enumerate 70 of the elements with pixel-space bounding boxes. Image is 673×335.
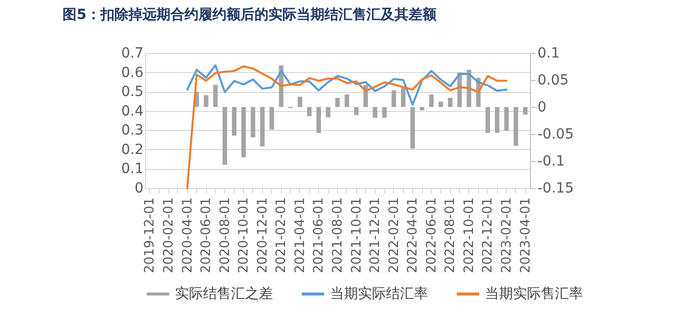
- bar: [504, 107, 509, 131]
- y-tick-label: 0.5: [121, 84, 144, 100]
- y-tick-label: 0.6: [121, 64, 144, 81]
- bar: [213, 84, 218, 107]
- bar: [514, 107, 518, 146]
- chart-title: 图5：扣除掉远期合约履约额后的实际当期结汇售汇及其差额: [62, 6, 438, 23]
- bar: [354, 107, 359, 116]
- bar: [250, 107, 256, 138]
- bar: [307, 107, 312, 116]
- x-tick-label: 2019-12-01: [142, 198, 158, 274]
- bar: [204, 95, 208, 107]
- x-tick-label: 2021-02-01: [274, 198, 290, 274]
- x-tick-label: 2021-06-01: [312, 198, 327, 274]
- bar: [382, 107, 387, 118]
- bar: [232, 107, 236, 136]
- x-tick-label: 2022-08-01: [443, 198, 458, 274]
- x-tick-label: 2023-04-01: [518, 198, 534, 274]
- x-tick-label: 2020-04-01: [180, 198, 196, 274]
- bar: [448, 98, 452, 107]
- bar: [372, 107, 378, 118]
- x-tick-label: 2020-10-01: [236, 198, 252, 274]
- x-tick-label: 2020-02-01: [161, 198, 176, 274]
- bar: [400, 88, 406, 107]
- x-tick-label: 2021-04-01: [292, 198, 308, 274]
- y2-tick-label: 0.05: [538, 72, 569, 88]
- bar: [270, 107, 274, 130]
- bar: [260, 107, 265, 146]
- bar: [222, 107, 228, 165]
- x-tick-label: 2020-06-01: [199, 198, 214, 274]
- y-tick-label: 0.7: [121, 46, 144, 62]
- x-tick-label: 2023-02-01: [500, 198, 515, 274]
- line-series: [186, 64, 508, 106]
- bar: [335, 98, 340, 107]
- bar: [241, 107, 246, 158]
- x-tick-label: 2020-12-01: [255, 198, 270, 274]
- y-tick-label: 0: [134, 180, 144, 196]
- y-tick-label: 0.2: [121, 142, 144, 158]
- x-tick-label: 2022-02-01: [386, 198, 402, 274]
- legend-label: 当期实际结汇率: [330, 286, 428, 302]
- x-tick-label: 2022-12-01: [480, 198, 496, 274]
- bar: [438, 102, 444, 107]
- x-tick-label: 2021-10-01: [349, 198, 364, 274]
- bar: [410, 107, 415, 149]
- bar: [298, 96, 302, 107]
- bar: [392, 90, 396, 107]
- bar: [326, 107, 330, 118]
- bar: [420, 107, 424, 110]
- bar: [485, 107, 490, 133]
- y2-tick-label: 0.1: [538, 46, 560, 62]
- bar: [344, 94, 350, 107]
- y2-tick-label: -0.05: [538, 126, 574, 142]
- y-tick-label: 0.1: [121, 161, 144, 178]
- x-tick-label: 2021-12-01: [368, 198, 384, 274]
- y-tick-label: 0.4: [121, 103, 144, 120]
- bar: [523, 107, 528, 115]
- bar: [494, 107, 500, 133]
- x-tick-label: 2022-04-01: [406, 198, 421, 274]
- x-tick-label: 2021-08-01: [330, 198, 346, 274]
- legend-label: 当期实际售汇率: [485, 286, 583, 302]
- x-tick-label: 2022-10-01: [462, 198, 477, 274]
- bar: [429, 94, 434, 107]
- bar: [316, 107, 321, 133]
- y-tick-label: 0.3: [121, 122, 144, 139]
- line-series: [186, 65, 508, 189]
- y2-tick-label: -0.15: [538, 180, 574, 196]
- x-tick-label: 2020-08-01: [218, 198, 233, 274]
- y2-tick-label: -0.1: [538, 154, 565, 170]
- legend-label: 实际结售汇之差: [175, 286, 273, 302]
- y2-tick-label: 0: [538, 100, 546, 116]
- x-tick-label: 2022-06-01: [424, 198, 440, 274]
